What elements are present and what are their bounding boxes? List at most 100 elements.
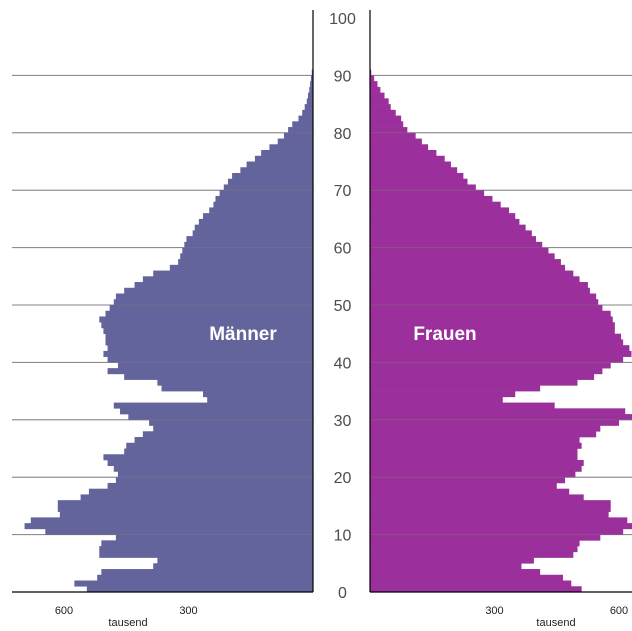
age-tick-label-0: 0 — [338, 585, 347, 602]
bar-male-age-39 — [117, 362, 313, 369]
bar-female-age-0 — [370, 586, 582, 593]
bar-male-age-0 — [86, 586, 313, 593]
bar-male-age-16 — [80, 494, 313, 501]
bar-female-age-34 — [370, 391, 516, 398]
bar-female-age-4 — [370, 563, 522, 570]
bar-male-age-32 — [113, 402, 313, 409]
bar-female-age-78 — [370, 138, 422, 145]
bar-male-age-89 — [310, 75, 313, 82]
bar-female-age-23 — [370, 454, 578, 461]
bar-male-age-73 — [240, 167, 314, 174]
bar-female-age-86 — [370, 92, 385, 99]
bar-female-age-75 — [370, 155, 445, 162]
bar-female-age-88 — [370, 81, 378, 88]
bar-female-age-15 — [370, 500, 611, 507]
bar-female-age-45 — [370, 327, 615, 334]
bar-male-age-26 — [134, 437, 313, 444]
bar-male-age-90 — [311, 69, 313, 76]
bar-female-age-82 — [370, 115, 402, 122]
bar-male-age-79 — [283, 132, 313, 139]
bar-male-age-21 — [113, 465, 313, 472]
bar-female-age-84 — [370, 104, 391, 111]
bar-female-age-46 — [370, 322, 615, 329]
bar-male-age-49 — [109, 305, 314, 312]
bar-male-age-29 — [149, 419, 313, 426]
bar-male-age-83 — [302, 109, 313, 116]
bar-male-age-9 — [115, 534, 314, 541]
bar-female-age-31 — [370, 408, 626, 415]
bar-female-age-36 — [370, 379, 578, 386]
bar-male-age-45 — [103, 327, 314, 334]
bar-male-age-46 — [101, 322, 313, 329]
bar-male-age-48 — [105, 310, 313, 317]
bar-male-age-87 — [309, 86, 313, 93]
bar-male-age-81 — [292, 121, 313, 128]
unit-label-right: tausend — [536, 617, 575, 629]
bar-female-age-73 — [370, 167, 458, 174]
bar-male-age-22 — [107, 459, 313, 467]
bar-male-age-13 — [59, 511, 313, 518]
bar-female-age-71 — [370, 178, 468, 185]
bar-male-age-61 — [186, 236, 313, 243]
bar-male-age-31 — [120, 408, 313, 415]
bar-female-age-17 — [370, 488, 570, 495]
bar-female-age-60 — [370, 241, 543, 248]
bar-female-age-85 — [370, 98, 389, 105]
bar-male-age-62 — [192, 230, 313, 237]
bar-female-age-40 — [370, 356, 624, 363]
bar-male-age-2 — [97, 574, 313, 581]
bar-female-age-9 — [370, 534, 601, 541]
age-tick-label-20: 20 — [334, 470, 352, 487]
bar-female-age-77 — [370, 144, 429, 151]
bar-female-age-52 — [370, 287, 590, 294]
series-label-frauen: Frauen — [413, 324, 476, 345]
bar-female-age-29 — [370, 419, 619, 426]
bar-female-age-30 — [370, 414, 632, 421]
bar-female-age-28 — [370, 425, 601, 432]
gridlines-front — [12, 75, 632, 535]
bar-female-age-55 — [370, 270, 574, 277]
bar-female-age-11 — [370, 523, 632, 530]
bar-female-age-22 — [370, 459, 584, 467]
bar-female-age-16 — [370, 494, 584, 501]
bar-female-age-33 — [370, 396, 503, 403]
bar-female-age-61 — [370, 236, 536, 243]
pop-tick-right-300: 300 — [485, 605, 503, 617]
bar-female-age-76 — [370, 150, 437, 157]
bar-male-age-4 — [153, 563, 313, 570]
bar-female-age-5 — [370, 557, 534, 564]
bar-female-age-7 — [370, 546, 578, 553]
bar-female-age-38 — [370, 368, 603, 375]
bar-male-age-40 — [107, 356, 313, 363]
bar-male-age-25 — [126, 442, 313, 449]
bar-male-age-85 — [306, 98, 313, 105]
bar-male-age-56 — [169, 264, 313, 271]
bar-male-age-35 — [161, 385, 313, 392]
bar-male-age-55 — [153, 270, 313, 277]
bar-female-age-72 — [370, 172, 464, 180]
bar-male-age-8 — [101, 540, 313, 547]
bar-female-age-54 — [370, 276, 580, 283]
bar-female-age-49 — [370, 305, 603, 312]
bar-female-age-79 — [370, 132, 416, 139]
age-tick-label-50: 50 — [334, 298, 352, 315]
bar-male-age-30 — [128, 414, 313, 421]
bar-male-age-71 — [227, 178, 314, 185]
age-tick-label-10: 10 — [334, 528, 352, 545]
bar-male-age-77 — [269, 144, 313, 151]
age-tick-label-60: 60 — [334, 241, 352, 258]
bar-female-age-21 — [370, 465, 582, 472]
bar-female-age-81 — [370, 121, 404, 128]
bar-male-age-58 — [180, 253, 313, 260]
bar-male-age-69 — [219, 190, 314, 197]
bar-female-age-51 — [370, 293, 597, 300]
series-label-maenner: Männer — [209, 324, 277, 345]
bar-male-age-86 — [308, 92, 313, 99]
bar-female-age-2 — [370, 574, 563, 581]
bar-male-age-51 — [115, 293, 314, 300]
bar-male-age-54 — [142, 276, 313, 283]
bar-female-age-6 — [370, 551, 574, 558]
bar-male-age-12 — [30, 517, 314, 524]
bar-male-age-1 — [74, 580, 314, 587]
